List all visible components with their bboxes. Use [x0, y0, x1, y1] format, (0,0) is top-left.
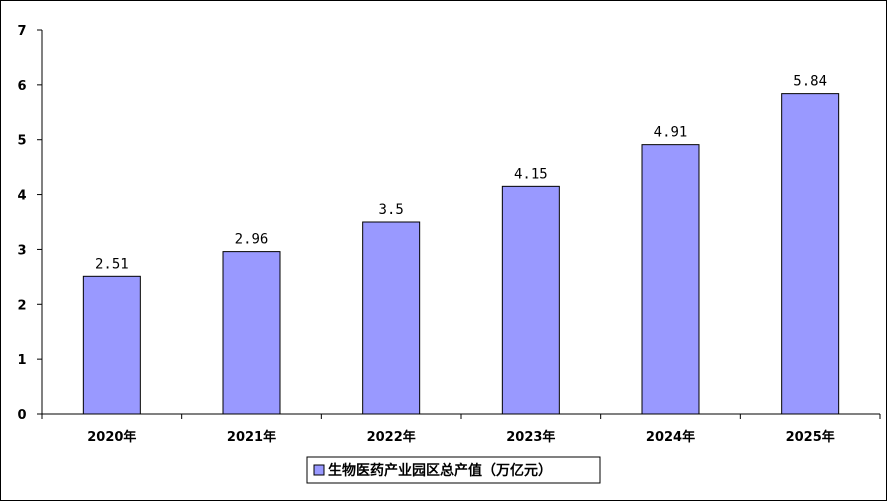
bars	[82, 93, 840, 415]
data-labels: 2.51 2.96 3.5 4.15 4.91 5.84	[95, 74, 827, 273]
bar	[82, 275, 141, 415]
y-tick-label: 1	[17, 353, 26, 368]
bar	[501, 185, 560, 415]
data-label: 4.15	[514, 166, 548, 182]
x-tick-label: 2021年	[227, 429, 276, 445]
bar	[362, 221, 421, 415]
y-tick-label: 3	[17, 243, 26, 258]
legend-label: 生物医药产业园区总产值（万亿元）	[328, 462, 552, 479]
y-tick-label: 6	[17, 79, 26, 94]
data-label: 4.91	[654, 125, 688, 141]
y-tick-label: 0	[17, 408, 26, 423]
data-label: 2.96	[235, 232, 269, 248]
legend-box	[306, 456, 601, 484]
x-tick-label: 2022年	[367, 429, 416, 445]
bar	[641, 144, 700, 415]
y-tick-label: 4	[17, 189, 26, 204]
data-label: 2.51	[95, 256, 129, 272]
bar	[222, 251, 281, 415]
y-tick-label: 7	[17, 24, 26, 39]
data-label: 3.5	[379, 202, 404, 218]
x-tick-label: 2020年	[87, 429, 136, 445]
legend: 生物医药产业园区总产值（万亿元）	[306, 456, 601, 484]
x-tick-label: 2024年	[646, 429, 695, 445]
bar	[781, 93, 840, 415]
x-tick-label: 2023年	[506, 429, 555, 445]
x-tick-label: 2025年	[786, 429, 835, 445]
y-tick-label: 5	[17, 134, 26, 149]
y-tick-label: 2	[17, 298, 26, 313]
axes: 0 1 2 3 4 5 6 7 2020年 2021年 2022年 2023年 2024年 2025年	[17, 24, 881, 445]
data-label: 5.84	[793, 74, 827, 90]
legend-swatch	[313, 464, 325, 476]
